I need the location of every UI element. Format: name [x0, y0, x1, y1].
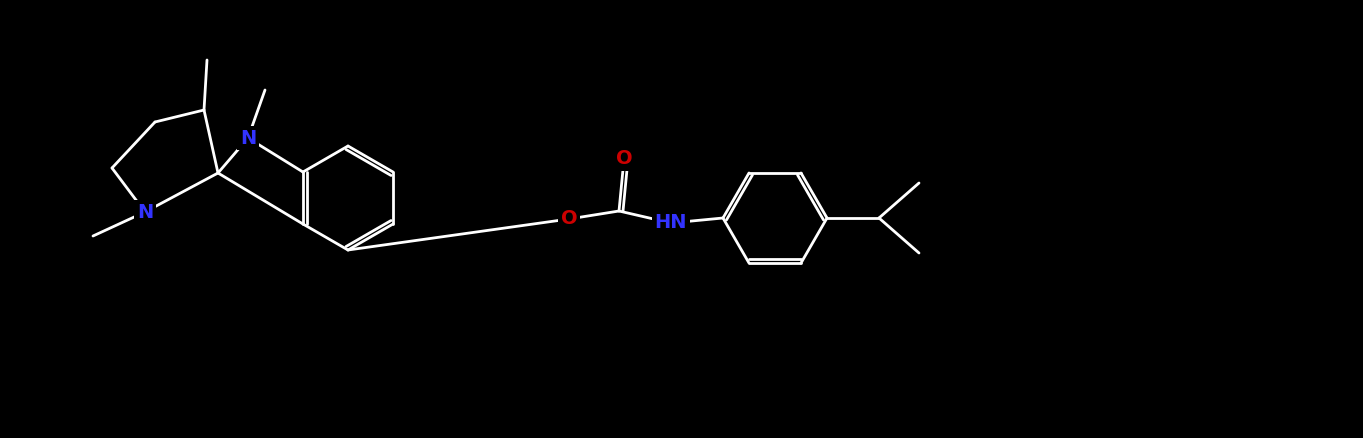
Text: N: N: [136, 202, 153, 222]
Text: HN: HN: [654, 213, 687, 233]
Text: O: O: [616, 149, 632, 169]
Text: O: O: [560, 209, 578, 229]
Text: N: N: [240, 128, 256, 148]
